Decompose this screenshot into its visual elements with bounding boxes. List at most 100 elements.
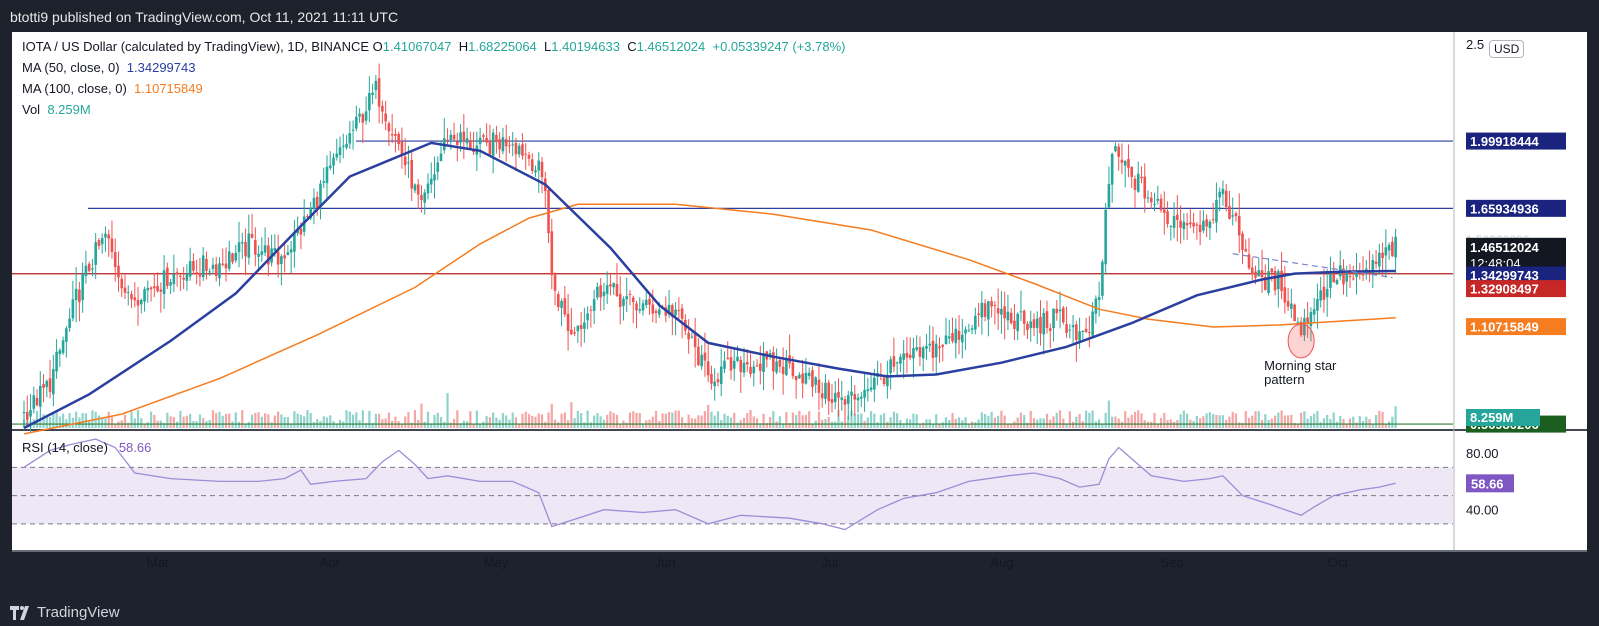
volume-bar [664,413,667,428]
candle-body [1029,321,1033,329]
candle-body [29,409,32,417]
volume-bar [1172,421,1176,428]
volume-bar [1221,415,1225,428]
candle-body [195,272,198,275]
candle-body [1068,329,1072,331]
volume-bar [674,410,677,428]
candle-body [32,395,36,409]
volume-bar [834,421,837,428]
volume-bar [1215,414,1218,428]
level-label-red: 1.32908497 [1466,280,1566,298]
candle-body [833,392,837,403]
candle-body [1052,308,1055,329]
volume-bar [368,410,371,428]
candle-body [1048,328,1052,331]
candle-body [113,252,117,268]
candle-body [1296,321,1300,323]
candle-body [618,294,622,307]
candle-body [1361,272,1365,276]
volume-bar [931,423,935,428]
candle-body [811,370,814,388]
volume-bar [110,417,114,428]
volume-bar [1296,423,1299,428]
candle-body [824,382,827,399]
volume-bar [1378,410,1381,428]
candle-body [869,387,873,390]
volume-bar [791,412,794,428]
volume-bar [250,414,254,428]
volume-bar [286,416,289,428]
tradingview-logo[interactable]: TradingView [10,604,120,621]
volume-bar [1388,421,1391,428]
volume-bar [55,412,58,428]
volume-bar [1111,416,1114,428]
candle-body [1123,160,1127,166]
candle-body [345,143,348,148]
candle-body [739,359,743,372]
candle-body [837,391,840,398]
volume-bar [1140,413,1143,428]
candle-body [1114,146,1117,152]
candle-body [1156,198,1160,201]
ma100-line [23,203,1396,435]
candle-body [1387,244,1391,251]
candle-body [280,256,283,265]
candle-body [1032,319,1036,329]
candle-body [1013,320,1016,329]
candle-body [48,378,52,393]
volume-bar [1254,411,1257,428]
volume-bar [335,423,338,428]
volume-bar [817,411,821,428]
volume-bar [202,418,205,428]
volume-bar [270,422,273,428]
candle-body [1097,296,1101,300]
volume-bar [1130,414,1133,428]
candle-body [374,80,378,91]
ma50-price-label: 1.34299743 [1466,266,1566,284]
volume-bar [837,410,840,428]
volume-bar [146,422,149,428]
candle-body [703,352,707,361]
volume-bar [58,416,61,428]
volume-bar [312,421,316,428]
volume-bar [1016,417,1019,428]
candle-body [895,362,899,364]
volume-bar [707,404,710,428]
volume-bar [609,411,612,428]
candle-body [987,301,990,320]
candle-body [508,145,511,147]
candle-body [358,113,361,117]
candle-body [1237,216,1241,236]
candle-body [478,137,482,145]
volume-bar [1186,413,1189,428]
volume-bar [710,411,713,428]
rsi-legend[interactable]: RSI (14, close) 58.66 [22,440,151,455]
candle-body [107,234,111,239]
candle-body [289,249,293,253]
candle-body [462,131,466,142]
candle-body [410,159,414,189]
candle-body [1088,332,1091,334]
candle-body [540,161,544,178]
candle-body [1273,270,1277,291]
volume-bar [88,421,91,428]
candle-body [208,271,212,273]
volume-bar [198,414,202,428]
volume-bar [45,415,48,428]
candle-body [912,348,915,359]
volume-bar [479,423,482,428]
volume-bar [1322,418,1326,428]
candle-body [762,353,765,373]
volume-bar [651,416,654,428]
volume-bar [593,415,596,428]
candle-body [485,137,488,143]
volume-bar [746,413,749,428]
price-chart-pane[interactable] [12,32,1485,550]
candle-body [710,373,713,384]
candle-body [635,303,638,311]
currency-badge[interactable]: USD [1489,40,1525,58]
candle-body [951,332,954,342]
candle-body [1228,206,1231,219]
candle-body [283,255,286,259]
